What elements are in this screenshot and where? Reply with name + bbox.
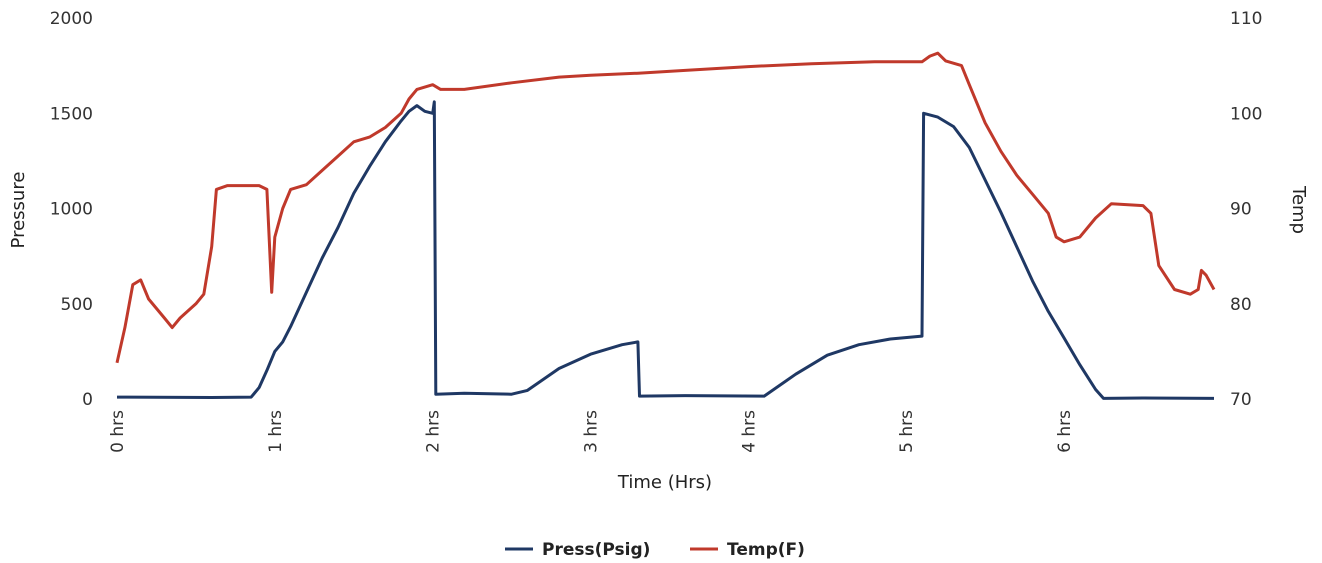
y-axis-right-title: Temp xyxy=(1288,185,1309,234)
legend-label: Press(Psig) xyxy=(542,540,650,560)
x-tick-label: 5 hrs xyxy=(897,410,917,453)
y-right-tick-label: 70 xyxy=(1230,390,1252,410)
y-left-tick-label: 2000 xyxy=(50,9,93,29)
y-axis-right-ticks: 70 80 90 100 110 xyxy=(1230,9,1262,410)
x-axis-title: Time (Hrs) xyxy=(617,472,712,493)
series-line-press xyxy=(116,100,1215,400)
legend: Press(Psig) Temp(F) xyxy=(505,540,805,560)
series-line-temp xyxy=(115,51,1216,364)
x-tick-label: 1 hrs xyxy=(266,410,286,453)
y-left-tick-label: 0 xyxy=(82,390,93,410)
legend-label: Temp(F) xyxy=(727,540,805,560)
y-left-tick-label: 1500 xyxy=(50,104,93,124)
x-tick-label: 2 hrs xyxy=(424,410,444,453)
series-layer xyxy=(115,51,1216,400)
x-tick-label: 6 hrs xyxy=(1055,410,1075,453)
x-axis-ticks: 0 hrs 1 hrs 2 hrs 3 hrs 4 hrs 5 hrs 6 hrs xyxy=(108,410,1075,453)
x-tick-label: 3 hrs xyxy=(582,410,602,453)
y-right-tick-label: 80 xyxy=(1230,295,1252,315)
y-right-tick-label: 110 xyxy=(1230,9,1262,29)
y-left-tick-label: 1000 xyxy=(50,200,93,220)
y-right-tick-label: 100 xyxy=(1230,104,1262,124)
x-tick-label: 0 hrs xyxy=(108,410,128,453)
y-axis-left-title: Pressure xyxy=(8,172,29,249)
y-right-tick-label: 90 xyxy=(1230,200,1252,220)
y-left-tick-label: 500 xyxy=(61,295,93,315)
x-tick-label: 4 hrs xyxy=(739,410,759,453)
y-axis-left-ticks: 0 500 1000 1500 2000 xyxy=(50,9,93,410)
